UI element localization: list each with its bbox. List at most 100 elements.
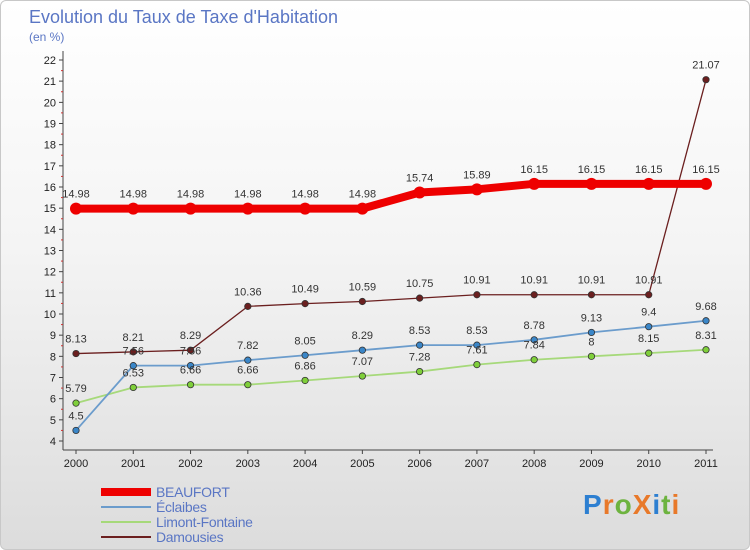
data-point	[587, 291, 596, 299]
x-tick-label: 2004	[293, 458, 317, 470]
data-label: 7.28	[409, 352, 430, 364]
data-point	[642, 177, 655, 190]
data-label: 9.68	[695, 301, 716, 313]
data-point	[645, 323, 653, 331]
data-label: 21.07	[692, 60, 720, 72]
data-point	[186, 346, 195, 354]
logo-letter: o	[614, 489, 633, 520]
x-tick-label: 2001	[121, 458, 145, 470]
data-label: 8.53	[466, 325, 487, 337]
y-tick-label: 21	[44, 76, 56, 88]
data-label: 14.98	[177, 189, 205, 201]
legend-label: BEAUFORT	[156, 484, 230, 500]
logo-letter: t	[661, 489, 672, 520]
data-label: 8.31	[695, 330, 716, 342]
data-label: 14.98	[62, 189, 90, 201]
y-tick-label: 8	[50, 351, 56, 363]
data-label: 6.66	[237, 365, 258, 377]
data-point	[413, 186, 426, 199]
y-tick-label: 12	[44, 267, 56, 279]
logo-letter: r	[602, 489, 615, 520]
data-point	[358, 346, 366, 354]
data-point	[186, 362, 195, 370]
x-tick-label: 2007	[465, 458, 489, 470]
data-label: 4.5	[68, 410, 83, 422]
data-label: 8.05	[294, 335, 315, 347]
data-label: 16.15	[692, 164, 720, 176]
y-tick-label: 22	[44, 55, 56, 67]
legend-label: Limont-Fontaine	[156, 514, 253, 530]
data-label: 5.79	[65, 383, 86, 395]
data-point	[301, 300, 309, 308]
data-label: 14.98	[120, 189, 148, 201]
data-point	[186, 381, 195, 389]
data-label: 8.21	[123, 332, 144, 344]
data-point	[358, 297, 366, 306]
series-line-damousies	[75, 79, 707, 355]
y-tick-label: 13	[44, 246, 56, 258]
data-point	[530, 291, 538, 299]
data-point	[72, 426, 80, 435]
x-tick-label: 2008	[522, 458, 546, 470]
data-point	[127, 202, 140, 215]
data-point	[702, 317, 710, 325]
data-point	[184, 202, 197, 215]
y-tick-label: 9	[50, 330, 56, 342]
data-point	[129, 362, 137, 370]
data-point	[301, 376, 309, 385]
data-point	[587, 328, 596, 337]
data-point	[244, 356, 252, 364]
y-tick-label: 18	[44, 140, 56, 152]
data-point	[72, 349, 80, 358]
data-point	[530, 356, 538, 364]
data-label: 8.15	[638, 333, 659, 345]
legend-label: Éclaibes	[156, 499, 207, 515]
data-point	[702, 346, 710, 354]
logo-letter: X	[632, 489, 653, 520]
series-line-limont-fontaine	[75, 348, 707, 405]
data-point	[241, 202, 254, 215]
data-label: 10.91	[578, 275, 606, 287]
data-point	[129, 348, 137, 356]
data-label: 7.61	[466, 345, 487, 357]
data-label: 10.59	[349, 282, 377, 294]
x-tick-label: 2005	[350, 458, 374, 470]
y-tick-label: 17	[44, 161, 56, 173]
data-label: 9.13	[581, 312, 602, 324]
data-label: 6.53	[123, 367, 144, 379]
data-point	[530, 336, 538, 344]
series-line-beaufort	[72, 179, 710, 213]
y-tick-label: 7	[50, 373, 56, 385]
data-label: 8.13	[65, 334, 86, 346]
y-tick-label: 4	[50, 436, 56, 448]
data-label: 6.66	[180, 365, 201, 377]
chart-title: Evolution du Taux de Taxe d'Habitation	[29, 7, 338, 27]
data-label: 10.36	[234, 286, 262, 298]
data-point	[470, 183, 483, 196]
data-label: 10.75	[406, 278, 434, 290]
data-point	[244, 381, 252, 389]
x-tick-label: 2006	[407, 458, 431, 470]
data-label: 9.4	[641, 307, 656, 319]
data-point	[702, 76, 710, 84]
data-point	[645, 349, 653, 357]
y-tick-label: 6	[50, 394, 56, 406]
x-tick-label: 2010	[636, 458, 660, 470]
data-point	[301, 351, 309, 359]
data-label: 14.98	[349, 189, 377, 201]
data-point	[244, 302, 252, 310]
data-label: 10.91	[463, 275, 491, 287]
data-label: 7.07	[352, 356, 373, 368]
data-label: 8.29	[180, 330, 201, 342]
data-label: 7.56	[123, 346, 144, 358]
data-label: 7.56	[180, 346, 201, 358]
data-point	[299, 202, 312, 215]
data-label: 7.84	[523, 340, 544, 352]
data-point	[473, 360, 481, 369]
logo-letter: i	[652, 489, 662, 520]
series-line--claibes	[75, 319, 707, 432]
data-label: 10.91	[520, 275, 548, 287]
data-label: 15.89	[463, 169, 491, 181]
